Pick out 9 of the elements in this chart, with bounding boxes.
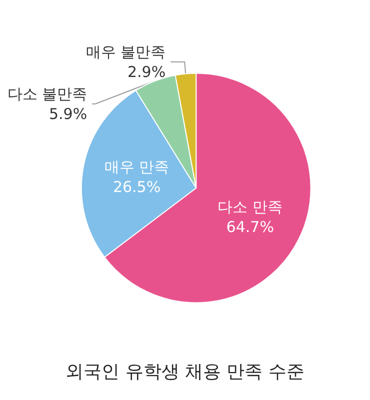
slice-label: 매우 불만족: [86, 42, 166, 61]
data-label: 2.9%: [127, 62, 166, 81]
slice-label: 매우 만족: [104, 158, 170, 176]
data-label: 64.7%: [226, 218, 274, 236]
slice-label: 다소 불만족: [7, 84, 88, 103]
data-label: 26.5%: [112, 178, 161, 196]
data-label: 5.9%: [48, 104, 88, 123]
text: 외국인 유학생 채용 만족 수준: [66, 362, 304, 382]
slice-label: 다소 만족: [218, 198, 283, 216]
